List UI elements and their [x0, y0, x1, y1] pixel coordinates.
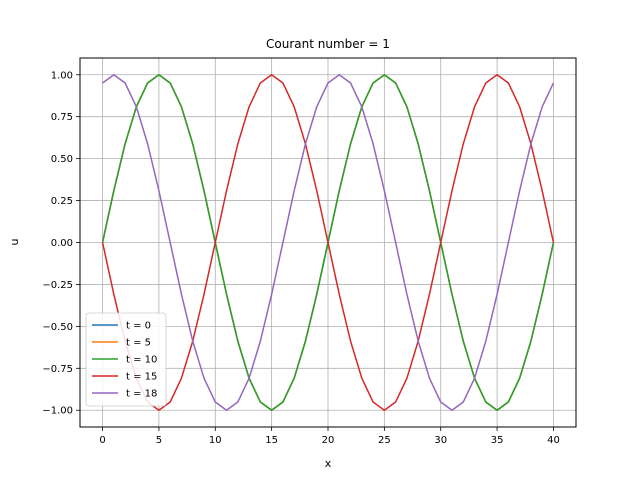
legend-label: t = 5	[126, 338, 151, 349]
x-tick-label: 25	[378, 435, 391, 446]
y-tick-label: 0.75	[51, 112, 73, 123]
x-tick-label: 40	[547, 435, 560, 446]
series-lines	[101, 74, 555, 411]
legend-label: t = 15	[126, 372, 157, 383]
x-tick-label: 0	[99, 435, 105, 446]
y-axis-label: u	[8, 239, 21, 246]
y-tick-label: 0.00	[51, 238, 73, 249]
y-tick-label: 0.50	[51, 154, 73, 165]
y-axis-ticks: −1.00 −0.75 −0.50 −0.25 0.00 0.25 0.50 0.75 1.00	[42, 70, 80, 417]
x-axis-ticks: 0 5 10 15 20 25 30 35 40	[99, 427, 560, 446]
y-tick-label: −0.25	[42, 280, 73, 291]
x-tick-label: 35	[491, 435, 504, 446]
y-tick-label: 1.00	[51, 70, 73, 81]
x-tick-label: 10	[209, 435, 222, 446]
legend-label: t = 18	[126, 389, 157, 400]
legend-box	[85, 312, 167, 407]
legend-label: t = 0	[126, 321, 151, 332]
y-tick-label: −0.50	[42, 322, 73, 333]
x-axis-label: x	[325, 457, 332, 470]
y-tick-label: −0.75	[42, 364, 73, 375]
series-line-4	[102, 74, 555, 411]
x-tick-label: 15	[265, 435, 278, 446]
chart-title: Courant number = 1	[266, 37, 390, 51]
legend-label: t = 10	[126, 355, 157, 366]
y-tick-label: 0.25	[51, 196, 73, 207]
x-tick-label: 30	[434, 435, 447, 446]
x-tick-label: 5	[156, 435, 162, 446]
series-line-3	[101, 74, 555, 411]
y-tick-label: −1.00	[42, 406, 73, 417]
x-tick-label: 20	[322, 435, 335, 446]
legend: t = 0 t = 5 t = 10 t = 15 t = 18	[85, 312, 167, 407]
